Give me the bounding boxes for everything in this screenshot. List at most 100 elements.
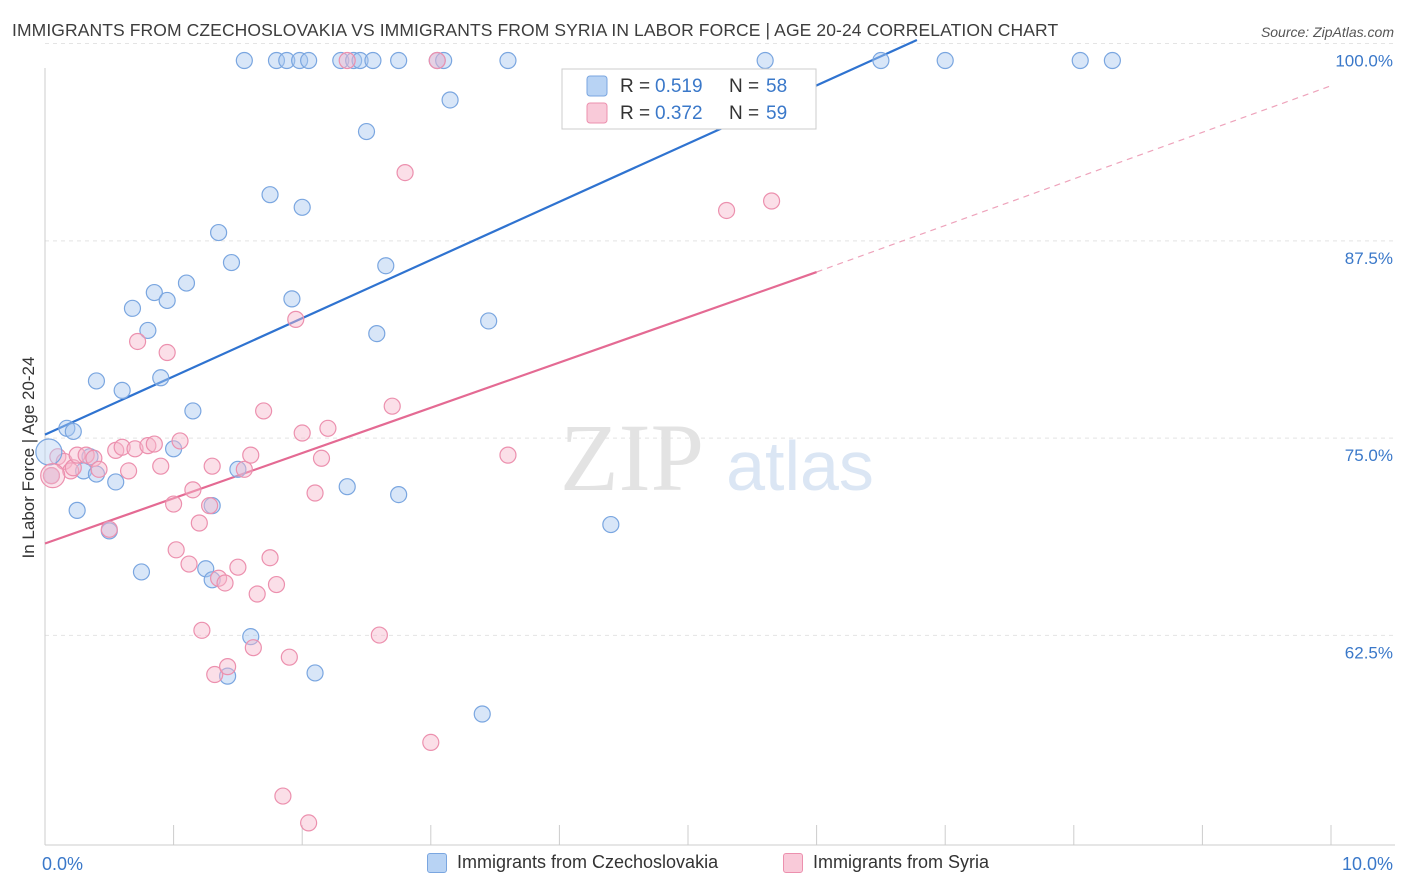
point-0-2	[64, 422, 82, 441]
point-1-16	[145, 435, 163, 453]
point-1-39	[267, 575, 286, 594]
point-1-46	[312, 449, 331, 467]
axes	[44, 68, 1395, 846]
point-0-35	[300, 51, 318, 70]
point-1-51	[396, 163, 414, 182]
point-0-41	[357, 122, 376, 141]
point-1-54	[499, 446, 517, 464]
legend-r-value-1: 0.519	[655, 76, 703, 97]
point-0-39	[345, 51, 363, 70]
point-1-34	[242, 446, 260, 464]
legend-swatch-syria-bottom	[783, 852, 803, 873]
point-1-42	[287, 310, 305, 328]
point-1-7	[85, 449, 103, 467]
point-0-53	[602, 515, 620, 534]
point-0-37	[332, 51, 350, 70]
point-0-54	[756, 51, 774, 70]
point-0-24	[219, 667, 237, 685]
point-0-15	[152, 369, 170, 387]
point-1-23	[184, 481, 202, 499]
point-1-12	[119, 462, 138, 480]
x-tick-labels: 0.0% 10.0%	[42, 854, 1393, 874]
point-0-21	[203, 571, 221, 589]
point-0-58	[1103, 51, 1121, 70]
point-1-25	[193, 621, 211, 639]
point-1-52	[422, 733, 440, 752]
point-1-55	[717, 201, 736, 220]
point-0-38	[338, 478, 356, 496]
point-0-36	[306, 664, 324, 682]
point-1-47	[319, 419, 337, 437]
y-axis-label: In Labor Force | Age 20-24	[19, 357, 38, 559]
legend-r-label-1: R =	[620, 76, 650, 97]
legend-label-syria: Immigrants from Syria	[813, 852, 990, 872]
point-0-43	[368, 324, 386, 343]
y-tick-label-1: 75.0%	[1345, 446, 1393, 465]
point-1-28	[206, 665, 224, 684]
watermark-zip: ZIP	[560, 404, 704, 511]
point-1-21	[171, 432, 189, 450]
point-0-44	[377, 257, 395, 275]
point-0-29	[261, 186, 279, 204]
point-0-27	[235, 51, 253, 70]
point-0-46	[390, 51, 408, 70]
point-0-25	[222, 253, 241, 272]
series-syria	[42, 51, 813, 832]
point-1-3	[62, 462, 80, 480]
trend-line-syria	[44, 270, 817, 545]
point-1-43	[293, 424, 311, 442]
point-0-48	[435, 51, 453, 70]
legend-n-value-2: 59	[766, 103, 787, 124]
point-1-9	[100, 520, 118, 538]
point-1-45	[306, 484, 324, 502]
point-1-50	[383, 397, 401, 415]
point-1-49	[370, 626, 388, 644]
point-1-38	[261, 549, 279, 567]
legend-item-czechoslovakia: Immigrants from Czechoslovakia	[427, 852, 718, 873]
point-1-27	[203, 457, 221, 475]
legend-r-value-2: 0.372	[655, 103, 703, 124]
point-1-22	[180, 555, 198, 573]
point-0-16	[158, 291, 176, 310]
point-1-0	[42, 467, 61, 485]
legend-swatch-czechoslovakia-bottom	[427, 852, 447, 873]
bottom-legend: Immigrants from Czechoslovakia Immigrant…	[0, 848, 1406, 880]
point-0-40	[351, 51, 369, 70]
legend-box: R = 0.519 N = 58 R = 0.372 N = 59	[561, 68, 817, 130]
series-czechoslovakia	[42, 51, 1121, 723]
point-0-28	[242, 628, 260, 646]
legend-item-syria: Immigrants from Syria	[783, 852, 989, 873]
source-label: Source: ZipAtlas.com	[1260, 24, 1394, 40]
point-1-17	[152, 457, 170, 475]
point-large-czechoslovakia	[35, 438, 63, 466]
point-0-10	[113, 381, 131, 400]
point-0-23	[210, 223, 228, 242]
legend-n-value-1: 58	[766, 76, 787, 97]
point-1-33	[235, 460, 253, 478]
point-0-50	[473, 705, 491, 723]
point-large-syria	[40, 463, 66, 489]
legend-label-czechoslovakia: Immigrants from Czechoslovakia	[457, 852, 719, 872]
point-0-26	[229, 460, 247, 478]
point-1-44	[300, 814, 318, 832]
point-0-56	[936, 51, 954, 70]
point-1-4	[64, 459, 82, 477]
point-0-6	[87, 372, 106, 390]
legend-r-label-2: R =	[620, 103, 650, 124]
point-1-14	[128, 332, 147, 351]
point-1-37	[255, 402, 273, 420]
point-0-34	[293, 198, 311, 216]
point-1-11	[113, 438, 131, 456]
y-tick-label-3: 100.0%	[1335, 52, 1393, 71]
chart-title: IMMIGRANTS FROM CZECHOSLOVAKIA VS IMMIGR…	[12, 20, 1059, 40]
point-1-15	[139, 437, 157, 455]
legend-n-label-1: N =	[729, 76, 759, 97]
point-1-40	[274, 787, 292, 805]
legend-swatch-syria	[586, 102, 608, 124]
point-1-13	[126, 440, 144, 458]
point-1-36	[248, 585, 266, 603]
point-1-24	[190, 514, 208, 532]
point-1-31	[219, 658, 237, 676]
point-0-33	[291, 51, 309, 70]
